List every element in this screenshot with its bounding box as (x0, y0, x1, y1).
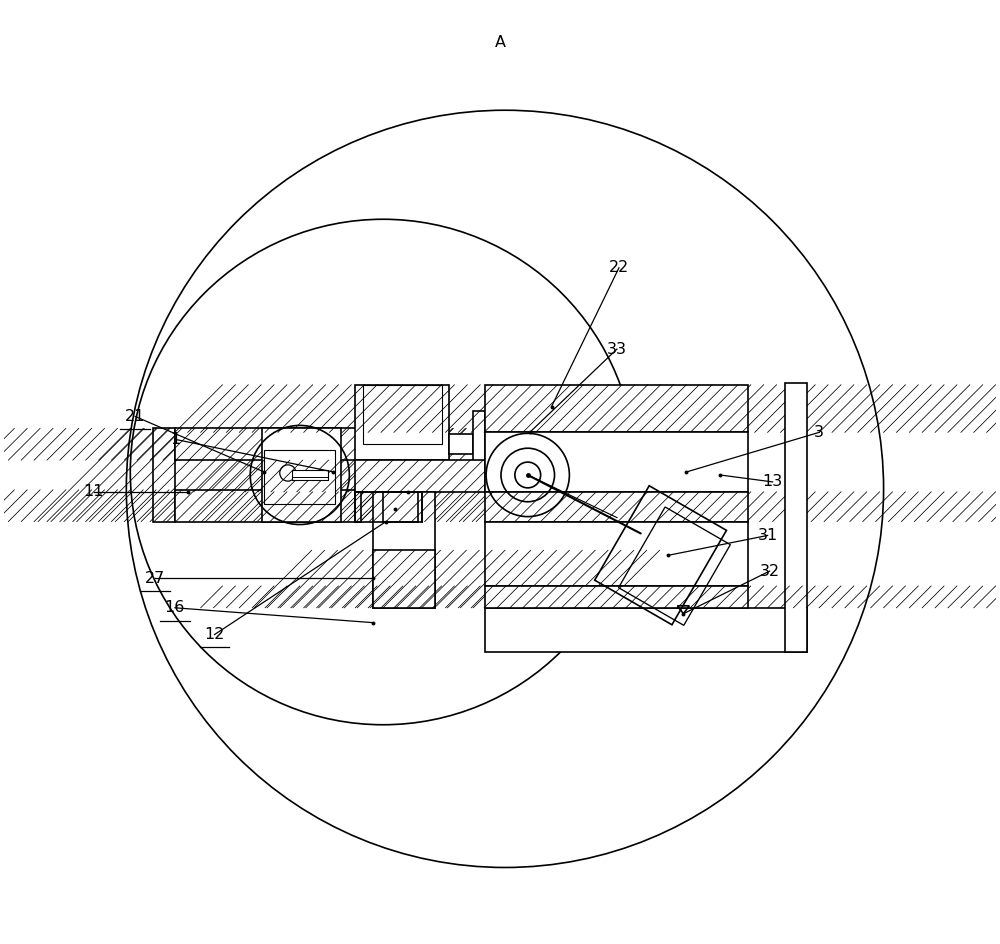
Text: 16: 16 (165, 600, 185, 615)
Text: 22: 22 (609, 261, 629, 276)
Text: 27: 27 (145, 570, 165, 585)
Bar (485, 586, 748, 608)
Text: A: A (494, 35, 505, 50)
Bar (373, 550, 435, 608)
Bar (355, 385, 449, 460)
Text: 1: 1 (170, 431, 180, 447)
Text: 33: 33 (607, 342, 627, 357)
Text: 13: 13 (762, 475, 783, 489)
Bar (485, 492, 748, 521)
Bar (383, 492, 418, 521)
Text: 3: 3 (814, 425, 824, 440)
Bar (175, 490, 361, 521)
Bar (373, 550, 435, 608)
Bar (485, 521, 748, 586)
Text: 31: 31 (757, 528, 778, 543)
Bar (473, 411, 485, 480)
Bar (175, 429, 361, 460)
Text: 11: 11 (83, 484, 104, 499)
Bar (485, 385, 748, 432)
Bar (485, 586, 748, 608)
Bar (485, 608, 807, 652)
Bar (262, 429, 341, 521)
Bar (175, 429, 361, 460)
Text: 12: 12 (204, 627, 225, 642)
Bar (485, 385, 748, 432)
Bar (355, 460, 485, 492)
Bar (292, 470, 328, 480)
Text: 21: 21 (125, 409, 145, 424)
Bar (363, 385, 442, 445)
Bar (373, 492, 435, 608)
Bar (355, 492, 422, 521)
Bar (355, 460, 485, 492)
Bar (153, 429, 175, 521)
Bar (153, 429, 175, 521)
Bar (264, 450, 335, 504)
Text: 32: 32 (760, 564, 780, 579)
Bar (485, 492, 748, 521)
Bar (449, 434, 473, 454)
Bar (785, 383, 807, 652)
Bar (175, 490, 361, 521)
Bar (485, 432, 748, 492)
